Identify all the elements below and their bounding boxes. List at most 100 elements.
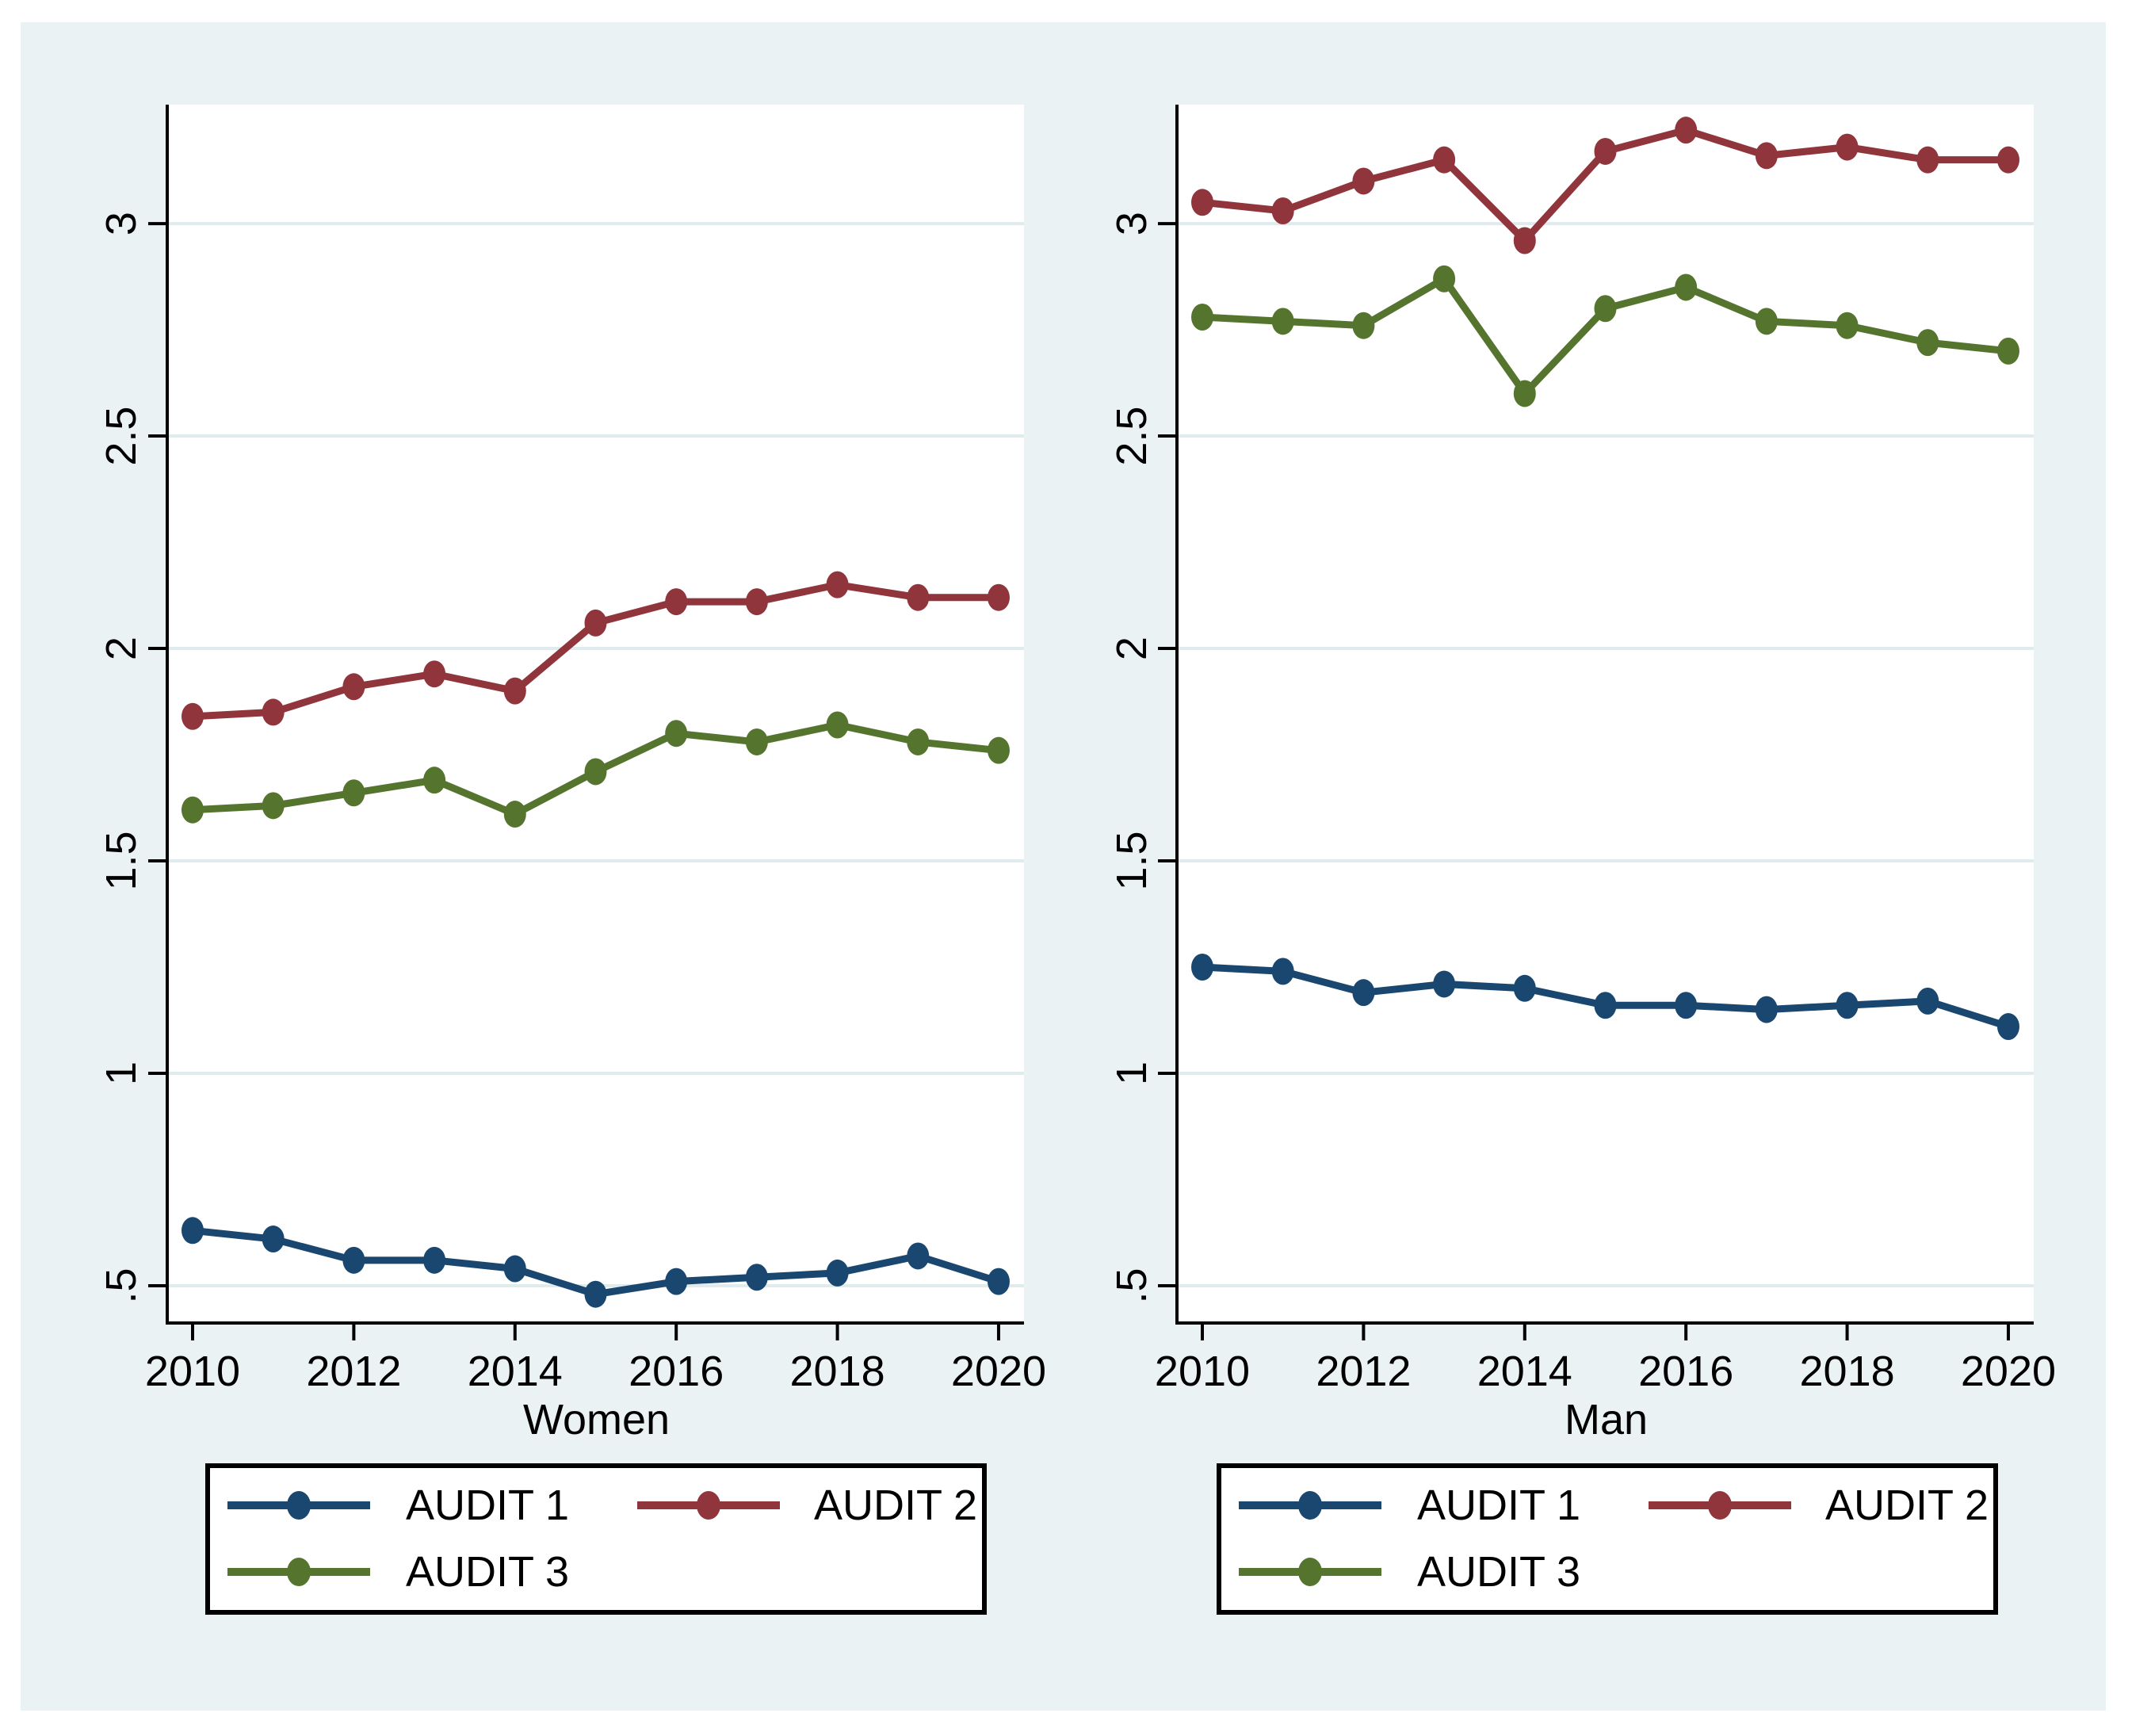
series-marker-audit-3-man [1191, 303, 1214, 331]
series-marker-audit-2-women [745, 588, 768, 616]
legend-marker-audit-1-man [1298, 1491, 1322, 1520]
series-marker-audit-1-women [584, 1280, 607, 1308]
series-marker-audit-2-women [262, 698, 285, 726]
x-tick-label-man: 2010 [1155, 1348, 1250, 1395]
series-marker-audit-3-man [1836, 312, 1859, 339]
x-tick-label-women: 2016 [629, 1348, 724, 1395]
series-marker-audit-1-man [1271, 958, 1294, 985]
x-tick-label-women: 2012 [306, 1348, 401, 1395]
series-marker-audit-3-women [665, 720, 688, 748]
series-marker-audit-1-women [342, 1246, 365, 1274]
y-tick-label-man: 2 [1108, 637, 1156, 660]
series-marker-audit-3-man [1513, 380, 1536, 407]
series-marker-audit-3-man [1352, 312, 1375, 339]
x-tick-label-women: 2010 [145, 1348, 240, 1395]
series-marker-audit-3-women [907, 728, 930, 755]
x-tick-label-man: 2018 [1800, 1348, 1895, 1395]
series-marker-audit-1-man [1755, 996, 1778, 1023]
legend-label-audit-2-women: AUDIT 2 [814, 1482, 977, 1529]
series-marker-audit-2-women [503, 677, 526, 705]
series-marker-audit-1-man [1836, 992, 1859, 1019]
legend-label-audit-1-women: AUDIT 1 [406, 1482, 569, 1529]
series-marker-audit-2-man [1513, 227, 1536, 254]
series-marker-audit-2-man [1755, 142, 1778, 170]
series-marker-audit-1-women [503, 1255, 526, 1283]
series-marker-audit-3-man [1916, 329, 1939, 357]
series-marker-audit-1-women [987, 1268, 1010, 1295]
series-marker-audit-2-women [181, 702, 204, 730]
series-marker-audit-1-women [423, 1246, 446, 1274]
series-marker-audit-2-women [342, 673, 365, 701]
y-tick-label-women: 1.5 [97, 831, 145, 890]
legend-marker-audit-3-women [287, 1558, 311, 1586]
x-tick-label-women: 2018 [790, 1348, 885, 1395]
series-marker-audit-2-man [1271, 197, 1294, 224]
y-tick-label-man: 2.5 [1108, 407, 1156, 466]
series-marker-audit-2-man [1594, 137, 1617, 165]
series-marker-audit-1-man [1191, 954, 1214, 981]
plot-area-man [1179, 105, 2034, 1321]
series-marker-audit-2-man [1433, 146, 1456, 174]
series-marker-audit-3-women [826, 711, 849, 739]
y-tick-label-women: 1 [97, 1061, 145, 1085]
legend-label-audit-2-man: AUDIT 2 [1825, 1482, 1989, 1529]
x-tick-label-man: 2012 [1316, 1348, 1411, 1395]
series-marker-audit-3-women [745, 728, 768, 755]
series-marker-audit-1-women [826, 1259, 849, 1287]
series-marker-audit-3-women [584, 758, 607, 786]
series-marker-audit-2-women [826, 571, 849, 598]
plot-area-women [169, 105, 1024, 1321]
y-tick-label-women: 2.5 [97, 407, 145, 466]
series-marker-audit-2-man [1675, 117, 1698, 144]
series-marker-audit-1-man [1916, 987, 1939, 1015]
series-marker-audit-2-women [584, 609, 607, 637]
x-tick-label-women: 2014 [468, 1348, 563, 1395]
series-marker-audit-3-man [1433, 265, 1456, 293]
series-marker-audit-3-women [262, 792, 285, 820]
x-tick-label-women: 2020 [951, 1348, 1046, 1395]
legend-marker-audit-1-women [287, 1491, 311, 1520]
legend-marker-audit-2-women [697, 1491, 720, 1520]
legend-box-women [205, 1463, 987, 1615]
series-marker-audit-3-man [1755, 308, 1778, 335]
series-marker-audit-3-women [423, 767, 446, 794]
series-marker-audit-1-man [1675, 992, 1698, 1019]
series-marker-audit-1-women [665, 1268, 688, 1295]
series-marker-audit-1-man [1513, 974, 1536, 1002]
series-marker-audit-1-women [181, 1217, 204, 1245]
series-marker-audit-3-women [503, 801, 526, 828]
legend-label-audit-3-man: AUDIT 3 [1417, 1548, 1580, 1596]
series-marker-audit-3-man [1594, 295, 1617, 323]
series-marker-audit-2-man [1916, 146, 1939, 174]
series-marker-audit-3-man [1996, 337, 2019, 365]
y-tick-label-man: .5 [1108, 1268, 1156, 1303]
y-tick-label-women: 3 [97, 212, 145, 235]
series-marker-audit-2-man [1996, 146, 2019, 174]
series-marker-audit-1-man [1352, 979, 1375, 1007]
x-tick-label-man: 2014 [1477, 1348, 1572, 1395]
series-marker-audit-1-man [1433, 970, 1456, 998]
series-marker-audit-2-women [907, 583, 930, 611]
series-marker-audit-1-man [1996, 1013, 2019, 1041]
series-marker-audit-3-man [1271, 308, 1294, 335]
series-marker-audit-2-women [423, 660, 446, 688]
legend-label-audit-3-women: AUDIT 3 [406, 1548, 569, 1596]
y-tick-label-women: .5 [97, 1268, 145, 1303]
series-marker-audit-2-women [665, 588, 688, 616]
y-tick-label-man: 1 [1108, 1061, 1156, 1085]
legend-box-man [1217, 1463, 1998, 1615]
series-marker-audit-2-man [1352, 167, 1375, 195]
series-marker-audit-2-women [987, 583, 1010, 611]
series-marker-audit-1-women [262, 1226, 285, 1253]
series-marker-audit-3-women [181, 796, 204, 824]
legend-marker-audit-3-man [1298, 1558, 1322, 1586]
series-marker-audit-2-man [1836, 133, 1859, 161]
series-marker-audit-1-women [907, 1242, 930, 1270]
series-marker-audit-3-man [1675, 273, 1698, 301]
y-tick-label-man: 1.5 [1108, 831, 1156, 890]
x-tick-label-man: 2016 [1638, 1348, 1733, 1395]
series-marker-audit-3-women [987, 736, 1010, 764]
x-tick-label-man: 2020 [1961, 1348, 2056, 1395]
